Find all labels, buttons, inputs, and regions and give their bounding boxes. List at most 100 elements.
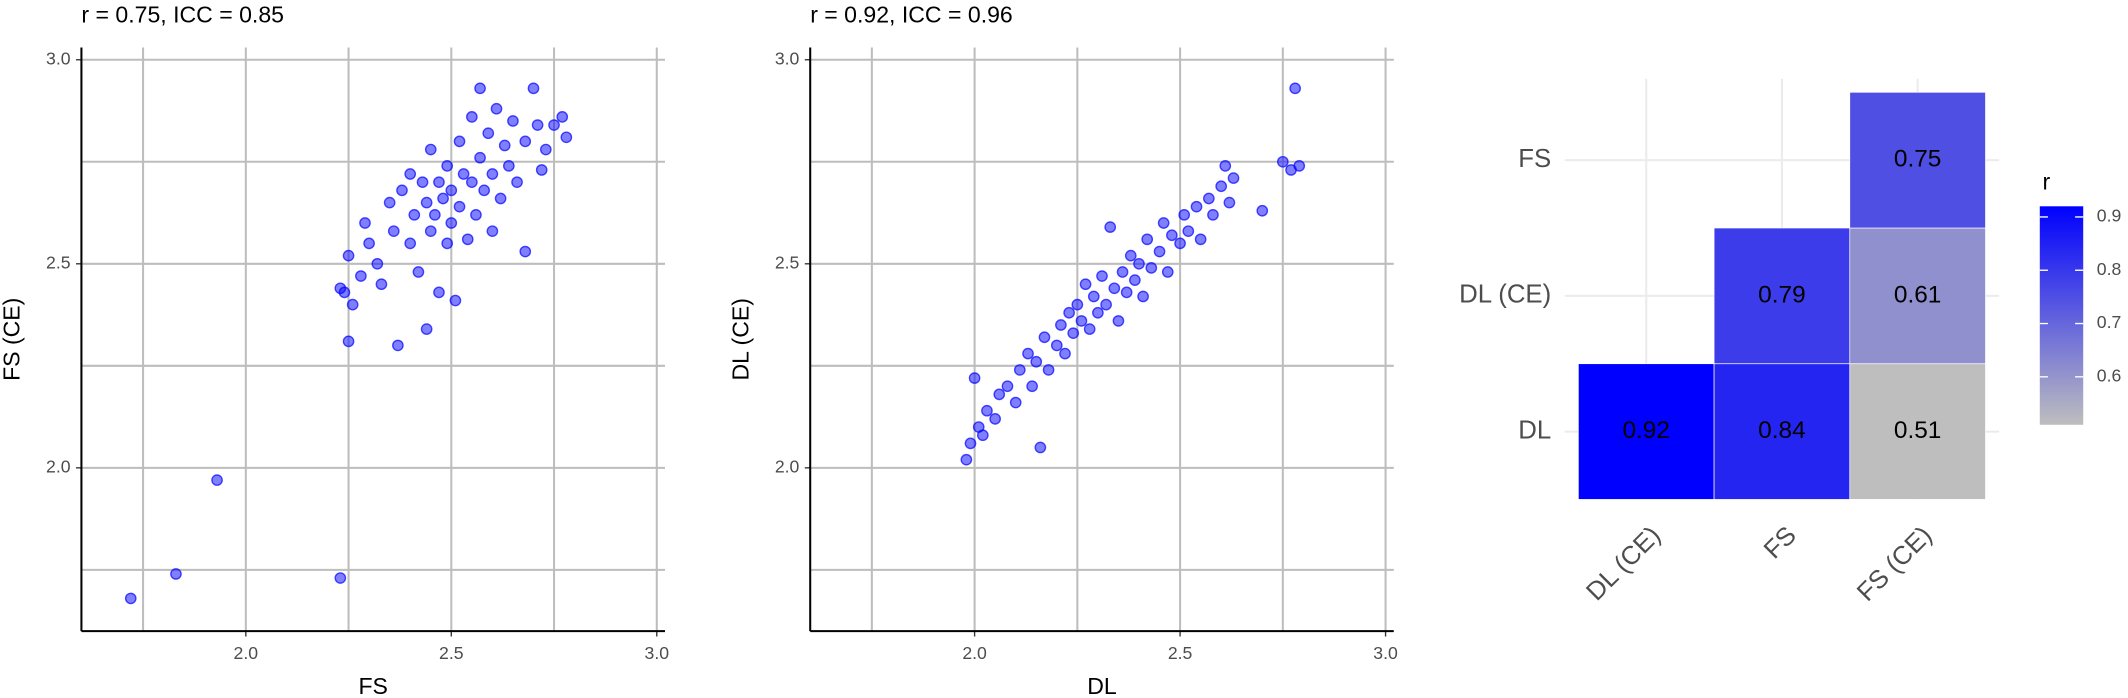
x-tick-label: FS bbox=[1759, 521, 1802, 564]
y-axis-label: DL (CE) bbox=[727, 298, 753, 380]
point bbox=[1161, 266, 1174, 278]
point bbox=[1289, 82, 1301, 95]
point bbox=[1096, 270, 1108, 282]
point bbox=[527, 82, 540, 95]
y-tick-label: DL (CE) bbox=[1459, 281, 1551, 309]
point bbox=[535, 164, 548, 176]
point bbox=[1009, 396, 1022, 409]
x-tick-label: FS (CE) bbox=[1852, 521, 1938, 607]
point bbox=[470, 208, 482, 221]
point bbox=[1083, 323, 1096, 335]
point bbox=[1120, 286, 1133, 299]
y-tick-label: FS bbox=[1518, 145, 1551, 173]
point bbox=[556, 111, 569, 123]
point bbox=[560, 131, 573, 144]
point bbox=[539, 143, 552, 156]
point bbox=[1174, 237, 1186, 250]
point bbox=[433, 176, 445, 189]
cell-label: 0.61 bbox=[1894, 281, 1942, 308]
point bbox=[519, 245, 532, 258]
y-tick-label: 3.0 bbox=[775, 48, 800, 68]
point bbox=[1092, 306, 1104, 319]
point bbox=[453, 135, 466, 148]
point bbox=[170, 568, 182, 580]
point bbox=[466, 111, 478, 123]
x-tick-label: 2.5 bbox=[1168, 643, 1193, 663]
point bbox=[412, 266, 425, 278]
point bbox=[441, 160, 454, 172]
point bbox=[457, 168, 470, 180]
point bbox=[124, 592, 137, 605]
point bbox=[1013, 364, 1026, 376]
heatmap-cell bbox=[1578, 363, 1715, 500]
point bbox=[1104, 221, 1117, 233]
point bbox=[404, 168, 417, 180]
point bbox=[1141, 233, 1154, 246]
point bbox=[478, 184, 491, 197]
point bbox=[1022, 347, 1034, 360]
point bbox=[392, 339, 404, 352]
point bbox=[429, 208, 441, 221]
point bbox=[342, 249, 355, 262]
point bbox=[1182, 225, 1195, 237]
x-tick-label: DL (CE) bbox=[1581, 521, 1666, 606]
point bbox=[1129, 274, 1141, 286]
heatmap-cell bbox=[1849, 91, 1986, 229]
point bbox=[1075, 315, 1088, 327]
point bbox=[466, 176, 478, 189]
y-axis-label: FS (CE) bbox=[0, 298, 25, 381]
legend-tick-label: 0.8 bbox=[2097, 259, 2122, 279]
point bbox=[1256, 204, 1269, 217]
point bbox=[502, 160, 515, 172]
point bbox=[1100, 298, 1112, 311]
point bbox=[437, 192, 449, 205]
x-tick-label: 3.0 bbox=[1373, 643, 1398, 663]
point bbox=[1116, 266, 1129, 278]
point bbox=[1276, 155, 1289, 168]
point bbox=[441, 237, 454, 250]
point bbox=[1063, 306, 1075, 319]
point bbox=[960, 453, 973, 466]
point bbox=[1145, 262, 1158, 274]
point bbox=[1203, 192, 1215, 205]
point bbox=[461, 233, 474, 246]
point bbox=[490, 102, 503, 115]
point bbox=[486, 225, 499, 237]
point bbox=[494, 192, 507, 205]
point bbox=[334, 282, 347, 295]
point bbox=[993, 388, 1006, 401]
point bbox=[1293, 160, 1306, 172]
point bbox=[449, 294, 462, 307]
point bbox=[420, 196, 433, 209]
point bbox=[1038, 331, 1051, 344]
point bbox=[375, 278, 388, 291]
point bbox=[424, 143, 437, 156]
point bbox=[1112, 315, 1125, 327]
point bbox=[416, 176, 429, 189]
point bbox=[511, 176, 523, 189]
point bbox=[498, 139, 511, 152]
point bbox=[482, 127, 495, 140]
x-tick-label: 2.0 bbox=[234, 643, 259, 663]
x-tick-label: 3.0 bbox=[645, 643, 670, 663]
point bbox=[211, 474, 223, 486]
point bbox=[1178, 208, 1191, 221]
point bbox=[445, 184, 458, 197]
x-tick-label: 2.5 bbox=[439, 643, 464, 663]
y-tick-label: 3.0 bbox=[46, 48, 71, 68]
point bbox=[548, 119, 560, 131]
point bbox=[355, 270, 367, 282]
point bbox=[346, 298, 359, 311]
point bbox=[989, 413, 1001, 425]
cell-label: 0.84 bbox=[1758, 417, 1806, 444]
point bbox=[1190, 200, 1203, 213]
point bbox=[396, 184, 408, 197]
point bbox=[424, 225, 437, 237]
point bbox=[1207, 208, 1219, 221]
point bbox=[342, 335, 355, 348]
point bbox=[1001, 380, 1014, 393]
point bbox=[359, 217, 371, 229]
point bbox=[383, 196, 396, 209]
